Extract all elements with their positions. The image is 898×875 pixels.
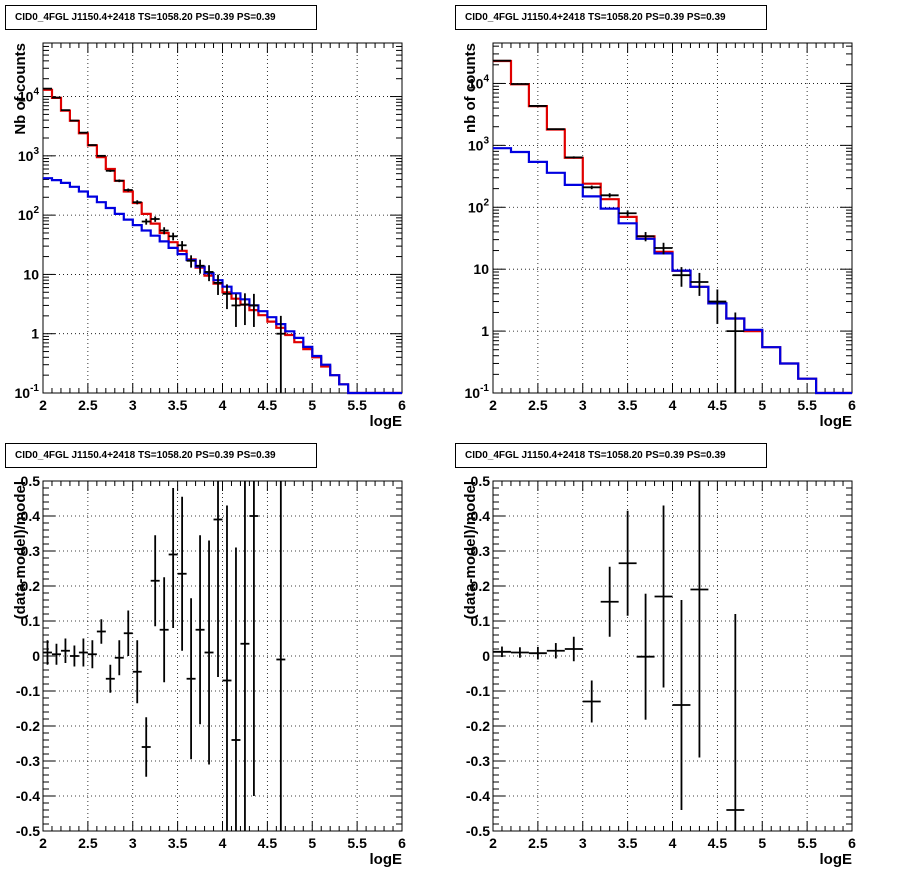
panel-1-x-tick-label: 3.5 — [168, 397, 188, 413]
panel-1-y-tick-label: 10 — [23, 266, 39, 282]
panel-2-y-tick-label: 102 — [468, 197, 490, 215]
panel-3-y-tick-label: 0.3 — [21, 543, 41, 559]
panel-3-x-tick-label: 2 — [39, 835, 47, 851]
panel-1-y-axis-label: Nb of counts — [12, 43, 29, 135]
panel-4-y-tick-label: 0 — [482, 648, 490, 664]
panel-1-x-axis-label: logE — [370, 413, 403, 430]
panel-4-y-tick-label: -0.2 — [466, 718, 490, 734]
panel-2-x-tick-label: 4.5 — [708, 397, 728, 413]
panel-4-y-tick-label: -0.5 — [466, 823, 490, 839]
panel-2-x-tick-label: 5 — [758, 397, 766, 413]
panel-1-x-tick-label: 6 — [398, 397, 406, 413]
panel-2-x-tick-label: 4 — [669, 397, 677, 413]
panel-2-y-tick-label: 104 — [468, 73, 490, 91]
panel-3-y-tick-label: -0.4 — [16, 788, 40, 804]
panel-3-x-tick-label: 5 — [308, 835, 316, 851]
panel-3-y-tick-label: 0 — [32, 648, 40, 664]
panel-4-x-tick-label: 5 — [758, 835, 766, 851]
panel-1-hist-series-2 — [43, 177, 402, 395]
panel-2-y-tick-label: 103 — [468, 135, 490, 153]
panel-4-plot-frame — [492, 480, 853, 832]
panel-2-x-tick-label: 5.5 — [797, 397, 817, 413]
panel-1-y-tick-label: 103 — [18, 146, 40, 164]
panel-2-plot-frame — [492, 42, 853, 394]
panel-1-plot-frame — [42, 42, 403, 394]
panel-3-x-tick-label: 4.5 — [258, 835, 278, 851]
panel-3-y-tick-label: -0.2 — [16, 718, 40, 734]
panel-4-y-tick-label: 0.4 — [471, 508, 491, 524]
panel-3-y-tick-label: 0.2 — [21, 578, 41, 594]
panel-4-x-tick-label: 4.5 — [708, 835, 728, 851]
panel-4-title: CID0_4FGL J1150.4+2418 TS=1058.20 PS=0.3… — [455, 443, 767, 468]
panel-3-plot-frame — [42, 480, 403, 832]
panel-2-title: CID0_4FGL J1150.4+2418 TS=1058.20 PS=0.3… — [455, 5, 767, 30]
panel-4-data-points — [493, 481, 745, 831]
panel-3-x-tick-label: 2.5 — [78, 835, 98, 851]
panel-1-y-tick-label: 104 — [18, 87, 40, 105]
panel-1-y-tick-label: 1 — [31, 326, 39, 342]
panel-4-x-tick-label: 3 — [579, 835, 587, 851]
panel-2-data-points — [493, 59, 745, 393]
panel-3-x-tick-label: 5.5 — [347, 835, 367, 851]
panel-2-x-tick-label: 3 — [579, 397, 587, 413]
panel-4-x-axis-label: logE — [820, 851, 853, 868]
panel-4-y-tick-label: -0.3 — [466, 753, 490, 769]
panel-3-x-tick-label: 4 — [219, 835, 227, 851]
panel-1-x-tick-label: 5 — [308, 397, 316, 413]
panel-1-x-tick-label: 5.5 — [347, 397, 367, 413]
panel-2-x-tick-label: 6 — [848, 397, 856, 413]
panel-3-y-tick-label: -0.5 — [16, 823, 40, 839]
panel-3-data-points — [43, 481, 286, 831]
panel-1-title: CID0_4FGL J1150.4+2418 TS=1058.20 PS=0.3… — [5, 5, 317, 30]
panel-1-x-tick-label: 2.5 — [78, 397, 98, 413]
panel-3-y-tick-label: 0.4 — [21, 508, 41, 524]
panel-2-x-tick-label: 3.5 — [618, 397, 638, 413]
panel-2-x-tick-label: 2 — [489, 397, 497, 413]
panel-1-x-tick-label: 2 — [39, 397, 47, 413]
panel-3-x-axis-label: logE — [370, 851, 403, 868]
panel-4-y-tick-label: 0.5 — [471, 473, 491, 489]
panel-2-y-tick-label: 10-1 — [465, 383, 490, 401]
panel-2-y-tick-label: 10 — [473, 261, 489, 277]
panel-4-x-tick-label: 6 — [848, 835, 856, 851]
panel-4-x-tick-label: 2 — [489, 835, 497, 851]
panel-4-x-tick-label: 2.5 — [528, 835, 548, 851]
panel-2-hist-series-2 — [493, 147, 852, 395]
panel-1-y-tick-label: 10-1 — [15, 383, 40, 401]
panel-2-y-tick-label: 1 — [481, 323, 489, 339]
panel-2-x-axis-label: logE — [820, 413, 853, 430]
panel-3-x-tick-label: 3 — [129, 835, 137, 851]
panel-4-y-axis-label: (data-model)/model — [462, 481, 479, 619]
panel-3-y-tick-label: 0.5 — [21, 473, 41, 489]
panel-2-x-tick-label: 2.5 — [528, 397, 548, 413]
panel-1-x-tick-label: 4.5 — [258, 397, 278, 413]
panel-4-y-tick-label: 0.3 — [471, 543, 491, 559]
panel-3-y-tick-label: -0.1 — [16, 683, 40, 699]
panel-1-x-tick-label: 4 — [219, 397, 227, 413]
panel-3-y-tick-label: 0.1 — [21, 613, 41, 629]
panel-4-y-tick-label: -0.1 — [466, 683, 490, 699]
panel-4-y-tick-label: 0.2 — [471, 578, 491, 594]
panel-3-x-tick-label: 6 — [398, 835, 406, 851]
panel-3-y-tick-label: -0.3 — [16, 753, 40, 769]
panel-4-x-tick-label: 4 — [669, 835, 677, 851]
panel-3-y-axis-label: (data-model)/model — [12, 481, 29, 619]
panel-1-data-points — [43, 87, 286, 393]
panel-3-title: CID0_4FGL J1150.4+2418 TS=1058.20 PS=0.3… — [5, 443, 317, 468]
panel-2-y-axis-label: nb of counts — [462, 43, 479, 133]
panel-3-x-tick-label: 3.5 — [168, 835, 188, 851]
panel-1-x-tick-label: 3 — [129, 397, 137, 413]
panel-1-y-tick-label: 102 — [18, 205, 40, 223]
panel-4-x-tick-label: 3.5 — [618, 835, 638, 851]
panel-4-y-tick-label: -0.4 — [466, 788, 490, 804]
panel-4-x-tick-label: 5.5 — [797, 835, 817, 851]
panel-4-y-tick-label: 0.1 — [471, 613, 491, 629]
